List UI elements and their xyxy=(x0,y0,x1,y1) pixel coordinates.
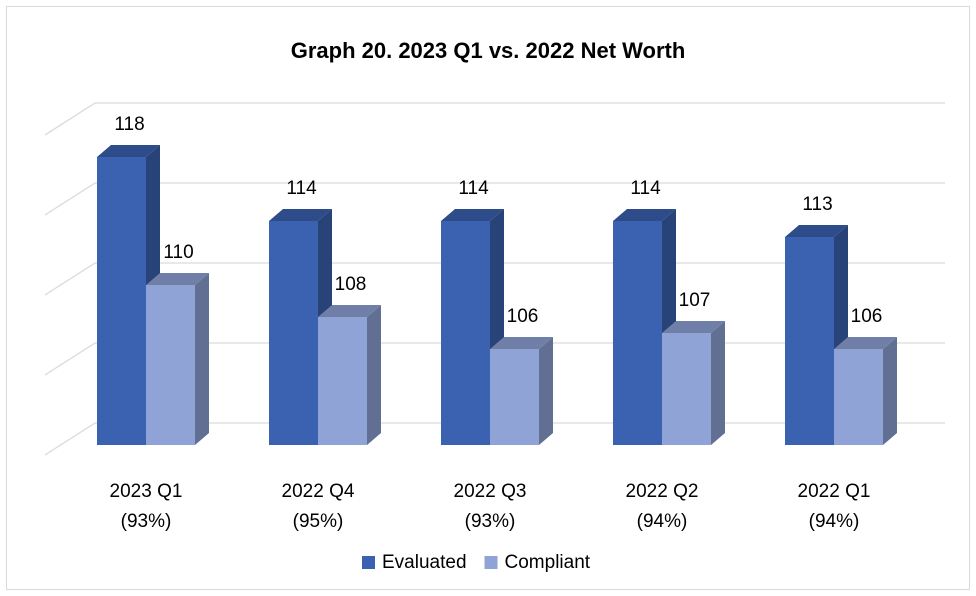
data-label: 118 xyxy=(114,114,144,135)
grid-line xyxy=(44,182,945,216)
legend-swatch xyxy=(362,556,375,569)
bar-top xyxy=(97,145,160,157)
data-label: 113 xyxy=(802,194,832,215)
bar-side xyxy=(711,321,725,445)
bar xyxy=(269,221,318,445)
data-label: 106 xyxy=(851,306,883,327)
data-label: 110 xyxy=(163,242,193,263)
x-tick-label: 2022 Q3 (93%) xyxy=(453,481,527,532)
x-tick-label: 2022 Q4 (95%) xyxy=(281,481,355,532)
bar xyxy=(146,285,195,445)
x-tick-label: 2022 Q1 (94%) xyxy=(797,481,871,532)
bar xyxy=(97,157,146,445)
bar-side xyxy=(883,337,897,445)
data-label: 114 xyxy=(286,178,317,199)
chart-title: Graph 20. 2023 Q1 vs. 2022 Net Worth xyxy=(291,38,686,63)
bar xyxy=(490,349,539,445)
bar xyxy=(318,317,367,445)
bar xyxy=(441,221,490,445)
bar-top xyxy=(834,337,897,349)
bar-top xyxy=(269,209,332,221)
bar-top xyxy=(490,337,553,349)
bar-top xyxy=(785,225,848,237)
x-tick-label: 2023 Q1 (93%) xyxy=(109,481,183,532)
bar xyxy=(613,221,662,445)
legend-label: Compliant xyxy=(505,552,591,573)
data-label: 107 xyxy=(679,290,711,311)
x-tick-label: 2022 Q2 (94%) xyxy=(625,481,699,532)
bar xyxy=(834,349,883,445)
bar-top xyxy=(662,321,725,333)
data-label: 114 xyxy=(458,178,489,199)
data-label: 108 xyxy=(335,274,367,295)
data-label: 106 xyxy=(507,306,539,327)
bar-top xyxy=(441,209,504,221)
bar-side xyxy=(367,305,381,445)
legend-label: Evaluated xyxy=(382,552,467,573)
bar-side xyxy=(195,273,209,445)
legend-swatch xyxy=(484,556,498,569)
bar-side xyxy=(539,337,553,445)
data-label: 114 xyxy=(630,178,661,199)
bar xyxy=(662,333,711,445)
grid-line xyxy=(44,102,945,136)
bar-top xyxy=(318,305,381,317)
bar xyxy=(785,237,834,445)
bar-top xyxy=(613,209,676,221)
bar-top xyxy=(146,273,209,285)
